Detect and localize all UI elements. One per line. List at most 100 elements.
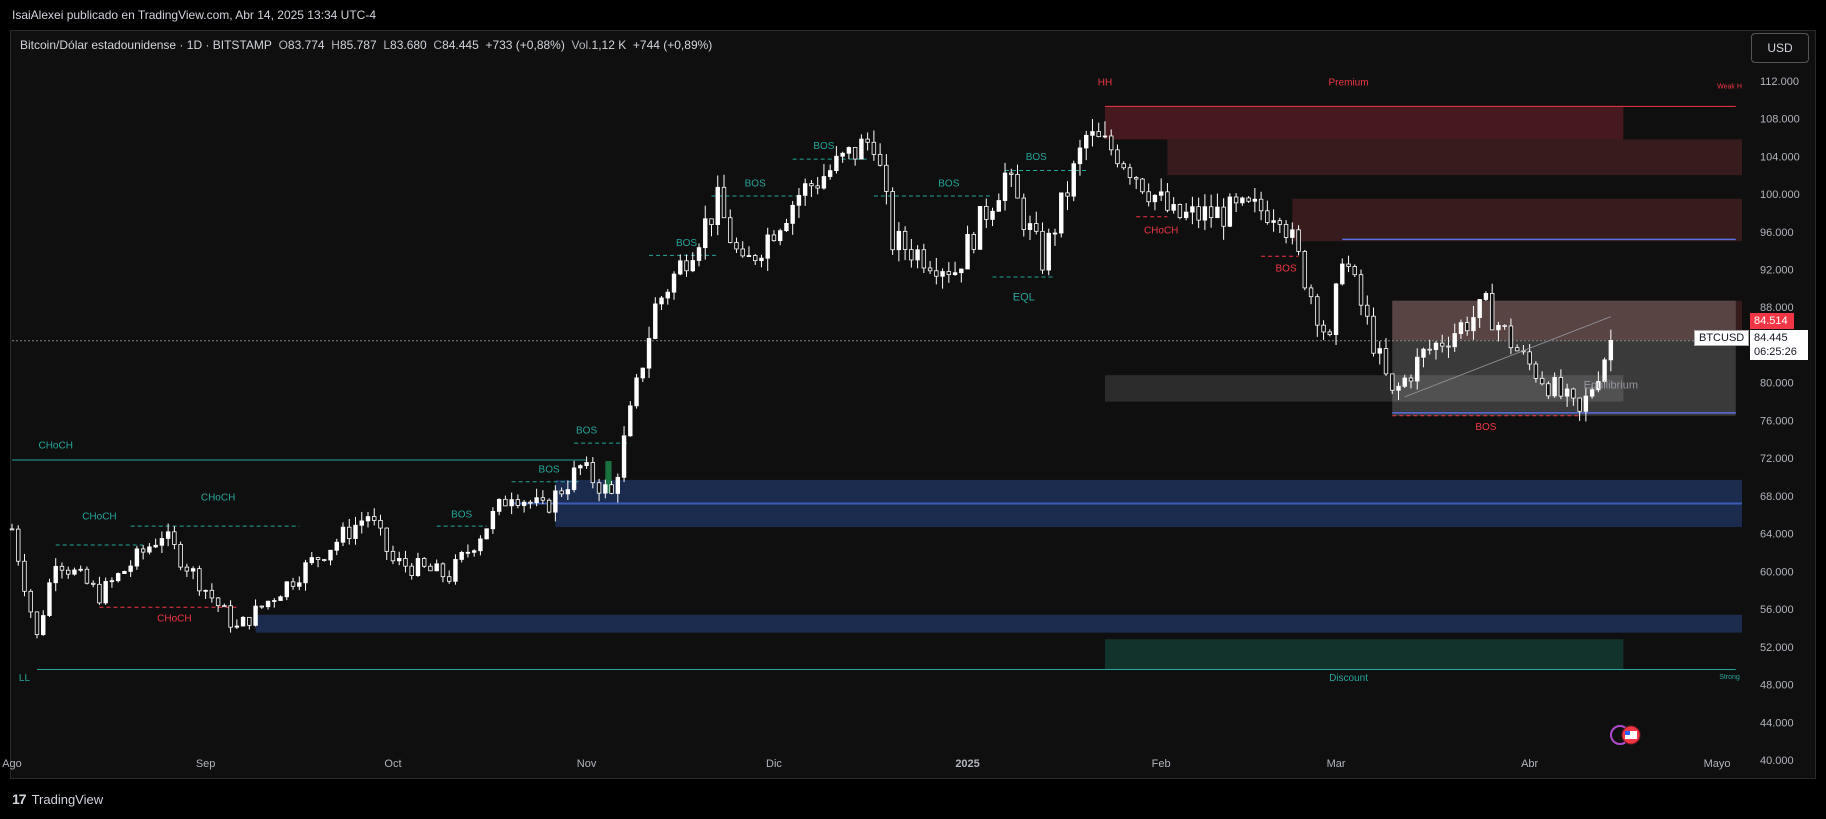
candle-bull [297, 582, 302, 587]
legend-close-value: 84.445 [442, 38, 479, 52]
flag-canton-icon [1625, 731, 1630, 735]
candle-bull [284, 581, 290, 598]
candle-bear [428, 565, 433, 572]
candle-bull [859, 138, 864, 160]
candle-bear [1558, 376, 1564, 397]
candle-bull [1340, 263, 1345, 285]
candle-bull [109, 580, 115, 583]
candle-bear [184, 566, 190, 572]
tradingview-brand: TradingView [31, 791, 104, 807]
candle-bear [290, 581, 296, 587]
candle-bear [815, 185, 820, 189]
candle-bear [1065, 192, 1070, 197]
candle-bear [809, 183, 814, 187]
candle-bear [197, 568, 202, 592]
candle-bear [84, 568, 90, 584]
candle-bull [1458, 322, 1464, 334]
event-flags-icon[interactable] [1609, 724, 1649, 746]
price-tick-1: 108.000 [1760, 114, 1800, 126]
candle-bull [1002, 172, 1008, 201]
candle-bull [915, 249, 920, 261]
candle-bull [1415, 356, 1420, 382]
legend-o-label: O [278, 38, 288, 52]
publisher-line: IsaiAlexei publicado en TradingView.com,… [12, 8, 376, 22]
candle-bear [902, 230, 908, 250]
candle-bear [403, 558, 408, 567]
candle-bear [22, 560, 27, 592]
candle-bull [253, 605, 258, 626]
candle-bear [946, 271, 952, 276]
bos-label-6: BOS [813, 141, 834, 152]
candle-bear [609, 484, 614, 494]
time-tick-8: Abr [1521, 758, 1538, 770]
candle-bear [1315, 296, 1320, 326]
candle-bull [959, 268, 964, 274]
choch-label-1: CHoCH [38, 441, 72, 452]
candle-bear [1296, 229, 1301, 252]
candle-bull [603, 484, 608, 494]
hh-label: HH [1098, 78, 1112, 89]
legend-volume-value: 1,12 K [591, 38, 627, 52]
fvg-green [605, 460, 612, 494]
candle-bear [1127, 167, 1133, 178]
candle-bull [1046, 232, 1051, 271]
candle-bull [303, 562, 308, 584]
candle-bear [422, 558, 427, 567]
legend-c-label: C [433, 38, 443, 52]
choch-label-red-2: CHoCH [1144, 226, 1178, 237]
candle-bear [890, 191, 895, 251]
price-tick-13: 56.000 [1760, 604, 1794, 616]
candle-bull [802, 183, 808, 196]
candle-bull [103, 581, 108, 604]
current-price-value: 84.445 [1754, 332, 1788, 344]
candle-bear [865, 138, 870, 143]
candle-bull [777, 230, 783, 242]
candle-bull [1152, 194, 1158, 203]
candle-bull [653, 303, 658, 339]
candle-bull [1158, 191, 1164, 196]
symbol-tag: BTCUSD [1694, 330, 1750, 346]
candle-bear [852, 147, 858, 160]
candle-bear [1327, 331, 1332, 336]
candle-bull [272, 600, 277, 602]
candle-bull [665, 291, 670, 299]
candle-bull [646, 338, 652, 369]
candle-bull [41, 615, 46, 636]
candle-bear [927, 267, 933, 272]
candle-bull [1202, 206, 1208, 221]
candle-bull [496, 498, 502, 512]
candle-bull [1377, 348, 1382, 354]
candle-bear [1533, 363, 1539, 379]
candle-bull [153, 544, 158, 548]
candle-bear [1464, 322, 1470, 332]
candle-bear [721, 186, 727, 219]
candle-bear [16, 528, 21, 562]
candle-bull [165, 531, 171, 539]
price-tick-2: 104.000 [1760, 151, 1800, 163]
candle-bull [990, 210, 995, 220]
candle-bull [553, 490, 558, 513]
candle-bear [315, 557, 321, 560]
equilibrium-label: Equilibrium [1584, 379, 1638, 391]
candle-bear [215, 597, 221, 607]
tradingview-logo[interactable]: 17 TradingView [12, 791, 103, 807]
price-tick-17: 40.000 [1760, 755, 1794, 767]
candle-bull [278, 596, 283, 601]
price-tick-16: 44.000 [1760, 717, 1794, 729]
candle-bear [1321, 324, 1326, 333]
candle-bear [1208, 206, 1214, 219]
candle-bull [578, 465, 583, 469]
candle-bear [446, 576, 452, 582]
candle-bear [1546, 383, 1551, 397]
currency-button[interactable]: USD [1751, 33, 1809, 63]
candle-bull [1052, 232, 1058, 235]
legend-low-value: 83.680 [390, 38, 427, 52]
candle-bull [53, 565, 58, 584]
candle-bull [1215, 206, 1220, 219]
candle-bull [1183, 211, 1189, 219]
legend-symbol: Bitcoin/Dólar estadounidense · 1D · BITS… [20, 38, 272, 52]
candle-bull [334, 541, 339, 551]
candle-bull [397, 558, 402, 562]
strong-low-label: Strong [1719, 674, 1740, 681]
